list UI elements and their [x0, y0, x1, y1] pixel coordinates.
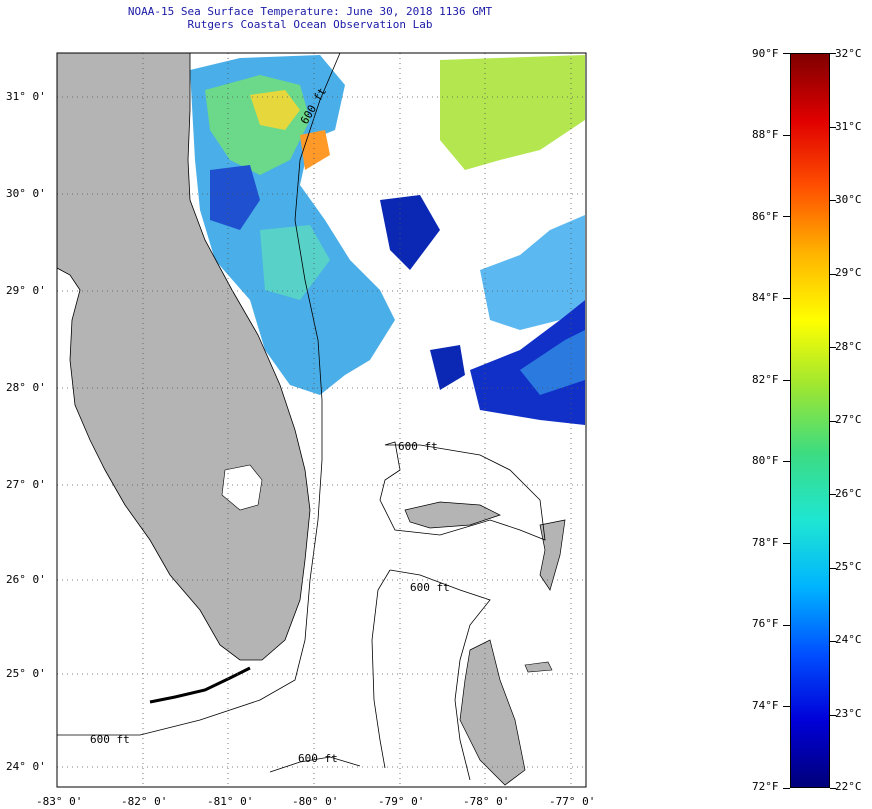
isobath-label: 600 ft	[410, 581, 450, 594]
colorbar-tick-f	[783, 788, 790, 789]
abaco-island	[539, 519, 566, 591]
colorbar-tick-c	[830, 788, 836, 789]
lat-label: 28° 0'	[6, 381, 46, 394]
lat-label: 25° 0'	[6, 667, 46, 680]
colorbar-tick-f	[783, 706, 790, 707]
isobath-label: 600 ft	[398, 440, 438, 453]
chart-subtitle: Rutgers Coastal Ocean Observation Lab	[187, 18, 433, 31]
colorbar-tick-f	[783, 380, 790, 381]
colorbar-label-c: 26°C	[835, 487, 862, 500]
colorbar-label-f: 86°F	[752, 210, 779, 223]
colorbar-tick-f	[783, 543, 790, 544]
andros-island	[459, 639, 526, 786]
lat-label: 26° 0'	[6, 573, 46, 586]
colorbar-label-c: 23°C	[835, 707, 862, 720]
colorbar-label-c: 25°C	[835, 560, 862, 573]
grand-bahama-island	[404, 501, 501, 529]
colorbar-tick-c	[830, 568, 836, 569]
colorbar-label-c: 29°C	[835, 266, 862, 279]
colorbar-tick-f	[783, 216, 790, 217]
lon-label: -80° 0'	[292, 795, 339, 808]
sst-data-layer	[190, 55, 585, 425]
colorbar-label-f: 74°F	[752, 699, 779, 712]
graticule	[57, 53, 586, 787]
colorbar-tick-c	[830, 494, 836, 495]
colorbar-tick-c	[830, 274, 836, 275]
colorbar-tick-f	[783, 298, 790, 299]
colorbar-tick-f	[783, 135, 790, 136]
colorbar-tick-c	[830, 421, 836, 422]
colorbar-label-c: 22°C	[835, 780, 862, 793]
colorbar-label-f: 72°F	[752, 780, 779, 793]
lat-label: 27° 0'	[6, 478, 46, 491]
colorbar-label-f: 84°F	[752, 291, 779, 304]
colorbar-label-f: 82°F	[752, 373, 779, 386]
colorbar-tick-f	[783, 625, 790, 626]
colorbar-tick-c	[830, 200, 836, 201]
lat-label: 24° 0'	[6, 760, 46, 773]
colorbar-tick-f	[783, 461, 790, 462]
colorbar-label-c: 32°C	[835, 47, 862, 60]
lon-label: -78° 0'	[463, 795, 510, 808]
isobath-label: 600 ft	[298, 752, 338, 765]
isobath-label: 600 ft	[90, 733, 130, 746]
isobath-lines	[57, 53, 546, 781]
lon-label: -79° 0'	[378, 795, 425, 808]
colorbar-label-f: 80°F	[752, 454, 779, 467]
colorbar-tick-c	[830, 715, 836, 716]
florida-keys	[149, 666, 251, 704]
lat-label: 31° 0'	[6, 90, 46, 103]
lon-label: -82° 0'	[121, 795, 168, 808]
lat-label: 30° 0'	[6, 187, 46, 200]
colorbar-label-c: 28°C	[835, 340, 862, 353]
colorbar-tick-c	[830, 127, 836, 128]
lat-label: 29° 0'	[6, 284, 46, 297]
colorbar-tick-c	[830, 53, 836, 54]
lon-label: -77° 0'	[549, 795, 596, 808]
colorbar-label-c: 31°C	[835, 120, 862, 133]
lon-label: -81° 0'	[207, 795, 254, 808]
colorbar-label-f: 76°F	[752, 617, 779, 630]
chart-title: NOAA-15 Sea Surface Temperature: June 30…	[127, 5, 493, 18]
colorbar-label-f: 88°F	[752, 128, 779, 141]
colorbar-label-c: 24°C	[835, 633, 862, 646]
colorbar-label-f: 90°F	[752, 47, 779, 60]
new-providence-island	[524, 661, 553, 673]
lon-label: -83° 0'	[36, 795, 83, 808]
lake-okeechobee	[221, 464, 263, 511]
colorbar-tick-c	[830, 641, 836, 642]
colorbar-tick-f	[783, 53, 790, 54]
colorbar-label-f: 78°F	[752, 536, 779, 549]
temperature-colorbar	[790, 53, 830, 788]
colorbar-tick-c	[830, 347, 836, 348]
map-frame	[56, 52, 587, 788]
colorbar-label-c: 30°C	[835, 193, 862, 206]
colorbar-label-c: 27°C	[835, 413, 862, 426]
